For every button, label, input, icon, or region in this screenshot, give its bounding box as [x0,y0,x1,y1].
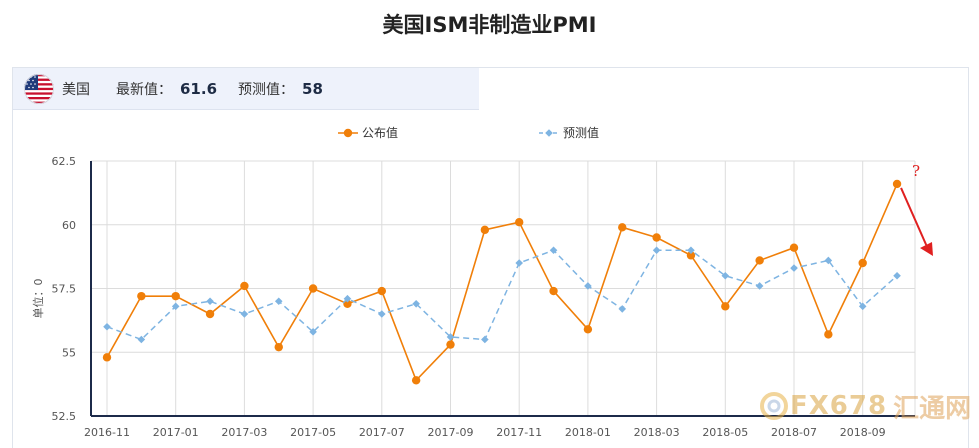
data-point-actual [308,284,318,293]
data-point-actual [686,251,696,260]
data-point-forecast [893,271,901,280]
y-tick-label: 57.5 [52,283,77,296]
watermark: FX678 汇通网 [758,388,971,424]
data-point-actual [583,325,593,334]
annotation-arrow-shaft [900,187,929,250]
data-point-forecast [755,282,764,290]
data-point-actual [240,281,249,291]
data-point-forecast [446,333,455,341]
forecast-label: 预测值： [238,81,295,98]
y-axis-label: 单位：0 [31,279,45,319]
data-point-forecast [103,322,111,331]
data-point-forecast [858,302,867,311]
latest-label: 最新值： [116,81,172,98]
chart-panel [12,67,969,448]
data-point-forecast [618,305,627,313]
data-point-actual [480,225,490,235]
data-point-forecast [515,259,523,267]
us-flag-icon [24,73,54,104]
x-tick-label: 2018-01 [565,426,611,439]
x-tick-label: 2017-09 [428,426,474,439]
data-point-actual [618,223,627,232]
data-point-actual [102,353,112,362]
x-tick-label: 2017-11 [496,426,542,439]
x-tick-label: 2018-05 [702,426,748,439]
annotation-question-mark: ? [912,162,920,180]
x-tick-label: 2016-11 [84,426,130,439]
latest-value: 61.6 [180,79,218,98]
forecast-value: 58 [302,79,323,98]
data-point-forecast [137,335,146,344]
data-point-actual [755,256,764,265]
series-layer [102,179,902,385]
x-tick-label: 2018-03 [634,426,680,439]
data-point-forecast [171,302,180,311]
data-point-forecast [206,297,214,306]
x-tick-label: 2017-03 [221,426,267,439]
data-point-forecast [274,297,283,306]
data-point-actual [789,243,799,252]
y-tick-label: 62.5 [52,155,77,168]
y-tick-label: 60 [62,219,76,232]
data-point-actual [824,330,833,339]
data-point-actual [858,258,867,268]
x-tick-label: 2017-07 [359,426,405,439]
data-point-actual [205,309,215,319]
data-point-actual [515,218,524,227]
data-point-forecast [378,310,386,318]
data-point-forecast [343,294,352,303]
series-line-forecast [106,249,898,341]
data-point-forecast [584,282,592,290]
series-line-actual [106,183,898,382]
data-point-actual [549,286,558,296]
annotation-layer: ? [900,162,933,256]
data-point-forecast [721,271,730,280]
legend-marker [545,129,553,137]
data-point-forecast [549,246,558,255]
legend-marker [343,128,353,138]
data-point-actual [411,376,421,385]
info-bar: 美国 最新值： 61.6 预测值： 58 [13,68,479,110]
x-tick-label: 2018-09 [840,426,886,439]
y-tick-label: 55 [62,346,76,359]
data-point-actual [274,342,283,352]
country-label: 美国 [62,81,90,98]
x-tick-label: 2017-01 [153,426,199,439]
grid-lines [91,160,916,417]
data-point-actual [171,291,180,301]
data-point-actual [892,179,902,189]
data-point-forecast [824,256,833,265]
axes: 52.5 55 57.5 60 62.5 2016-11 2017-01 2017-03 201… [31,155,915,439]
legend: 公布值 预测值 [338,125,599,140]
data-point-actual [446,340,455,349]
x-tick-label: 2017-05 [290,426,336,439]
data-point-actual [721,302,730,311]
data-point-forecast [481,335,489,344]
data-point-actual [377,286,386,296]
data-point-forecast [412,300,420,308]
data-point-forecast [687,246,695,255]
chart-title: 美国ISM非制造业PMI [382,13,597,37]
watermark-text: FX678 [790,391,888,421]
annotation-arrow-head [920,242,933,256]
data-point-forecast [309,328,317,336]
legend-label: 预测值 [563,125,599,140]
x-tick-label: 2018-07 [771,426,817,439]
data-point-forecast [240,310,249,318]
data-point-actual [652,233,661,242]
fx678-logo-icon [760,392,788,420]
data-point-forecast [790,264,798,272]
y-tick-label: 52.5 [52,410,77,423]
legend-label: 公布值 [362,125,398,140]
data-point-actual [137,291,146,301]
watermark-text-cn: 汇通网 [893,393,972,424]
data-point-forecast [652,246,661,255]
